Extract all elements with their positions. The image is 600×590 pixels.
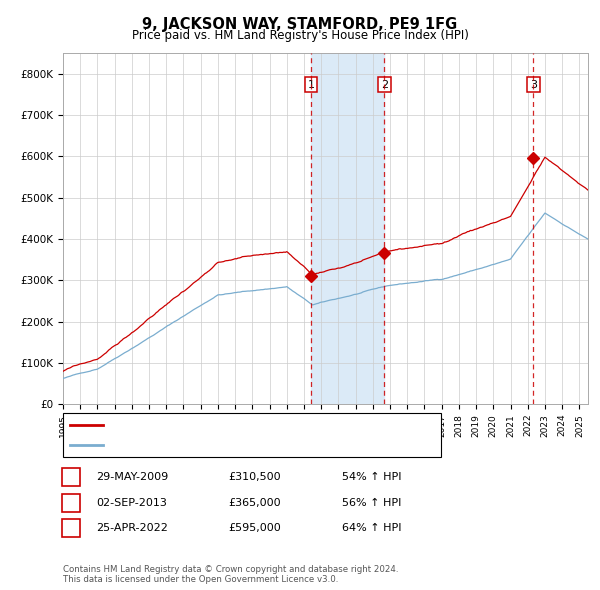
Text: 56% ↑ HPI: 56% ↑ HPI bbox=[342, 498, 401, 507]
Text: £365,000: £365,000 bbox=[228, 498, 281, 507]
Text: 9, JACKSON WAY, STAMFORD, PE9 1FG: 9, JACKSON WAY, STAMFORD, PE9 1FG bbox=[142, 17, 458, 31]
Text: 25-APR-2022: 25-APR-2022 bbox=[96, 523, 168, 533]
Bar bbox=[311, 53, 385, 404]
Text: 3: 3 bbox=[67, 523, 74, 533]
Text: 1: 1 bbox=[308, 80, 314, 90]
Text: £310,500: £310,500 bbox=[228, 473, 281, 482]
Text: Contains HM Land Registry data © Crown copyright and database right 2024.
This d: Contains HM Land Registry data © Crown c… bbox=[63, 565, 398, 584]
Text: £595,000: £595,000 bbox=[228, 523, 281, 533]
Text: 29-MAY-2009: 29-MAY-2009 bbox=[96, 473, 168, 482]
Text: 1: 1 bbox=[67, 473, 74, 482]
Text: 64% ↑ HPI: 64% ↑ HPI bbox=[342, 523, 401, 533]
Text: 9, JACKSON WAY, STAMFORD, PE9 1FG (detached house): 9, JACKSON WAY, STAMFORD, PE9 1FG (detac… bbox=[108, 421, 402, 430]
Text: HPI: Average price, detached house, South Kesteven: HPI: Average price, detached house, Sout… bbox=[108, 440, 382, 450]
Text: 02-SEP-2013: 02-SEP-2013 bbox=[96, 498, 167, 507]
Text: 2: 2 bbox=[381, 80, 388, 90]
Text: 3: 3 bbox=[530, 80, 537, 90]
Text: 2: 2 bbox=[67, 498, 74, 507]
Text: 54% ↑ HPI: 54% ↑ HPI bbox=[342, 473, 401, 482]
Text: Price paid vs. HM Land Registry's House Price Index (HPI): Price paid vs. HM Land Registry's House … bbox=[131, 30, 469, 42]
